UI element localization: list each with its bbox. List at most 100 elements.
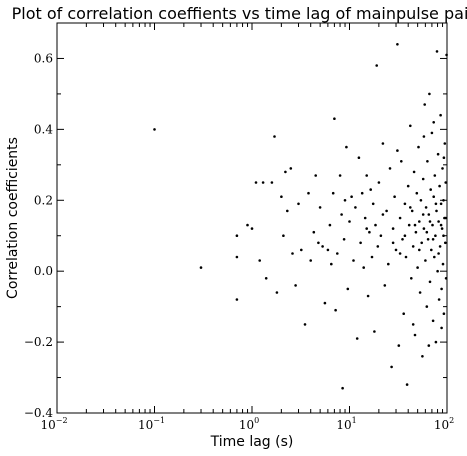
data-point [428,92,431,96]
data-point [439,113,442,117]
data-point [410,277,413,280]
data-point [297,202,300,206]
data-point [312,230,316,234]
ticks-layer: 10−2 10−1 100 101 102 −0.4 −0.2 0.0 0.2 0.4 0.6 [24,22,454,432]
data-point [442,312,446,316]
data-point [434,340,438,344]
x-tick-label: 102 [434,416,454,432]
data-point [314,174,318,177]
data-point [289,167,293,170]
data-point [334,308,337,312]
data-point [436,152,440,156]
data-point [280,195,283,198]
data-point [406,184,410,188]
data-point [362,266,366,269]
data-point [326,248,330,252]
data-point [359,241,362,245]
data-point [376,245,380,248]
data-point [366,294,370,298]
data-point [345,145,348,149]
data-point [309,259,313,262]
data-point [282,234,285,237]
data-point [421,213,425,216]
data-point [346,287,350,291]
data-point [412,170,416,174]
data-point [415,191,419,195]
data-point [444,241,447,245]
data-point [341,386,344,390]
points-layer [153,43,448,390]
data-point [402,312,406,316]
data-point [441,262,445,266]
data-point [437,220,440,223]
data-point [355,337,359,340]
data-point [420,241,424,245]
data-point [391,227,395,230]
data-point [418,248,421,252]
data-point [365,227,369,230]
data-point [444,216,448,220]
data-point [370,255,374,259]
data-point [396,43,399,46]
data-point [426,238,430,241]
x-axis-label: Time lag (s) [210,434,294,450]
data-point [437,298,441,301]
data-point [374,223,377,227]
data-point [398,216,402,220]
data-point [363,216,367,220]
data-point [354,206,357,209]
data-point [405,383,409,386]
data-point [434,234,437,237]
data-point [342,238,346,241]
data-point [381,213,385,216]
data-point [421,177,425,181]
data-point [393,195,396,198]
data-point [153,128,156,131]
y-tick-label: −0.2 [24,335,53,349]
data-point [375,64,379,67]
data-point [352,259,355,262]
data-point [418,220,421,223]
data-point [409,206,412,209]
data-point [318,206,322,209]
data-point [330,262,333,266]
data-point [379,234,383,237]
data-point [385,209,388,213]
data-point [199,266,203,269]
data-point [270,181,274,184]
data-point [426,160,429,163]
data-point [443,142,447,145]
data-point [439,223,443,227]
data-point [430,131,434,135]
data-point [411,245,415,248]
x-tick-label: 10−2 [40,416,67,432]
data-point [429,188,433,191]
data-point [428,220,432,223]
data-point [357,156,361,159]
chart-title: Plot of correlation coeffients vs time l… [12,4,467,23]
data-point [407,223,411,227]
data-point [432,121,436,124]
data-point [437,252,440,255]
data-point [425,305,429,308]
data-point [371,202,375,206]
data-point [433,255,436,259]
data-point [377,181,381,184]
data-point [317,241,320,245]
data-point [439,202,443,206]
data-point [430,248,433,252]
data-point [365,174,369,177]
data-point [343,199,347,202]
data-point [435,50,439,53]
data-point [403,234,407,237]
data-point [328,223,332,227]
data-point [434,202,438,206]
data-point [431,238,435,241]
data-point [286,209,289,213]
data-point [442,156,446,159]
data-point [441,167,444,170]
data-point [338,174,342,177]
data-point [368,230,371,234]
data-point [246,223,249,227]
